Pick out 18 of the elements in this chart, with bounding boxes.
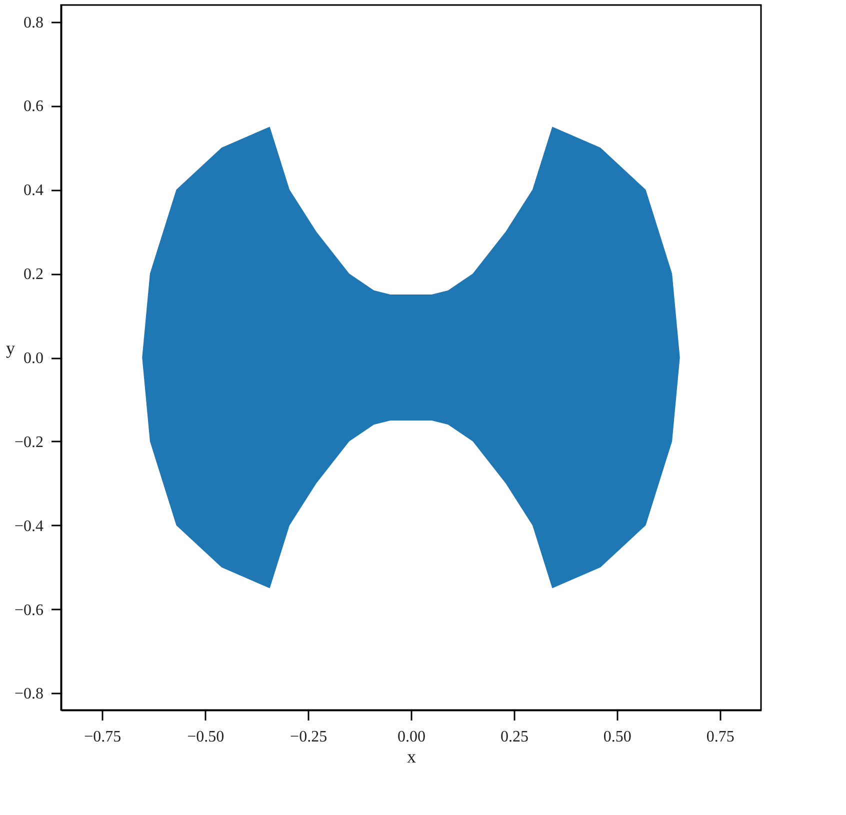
x-tick-label: −0.50 [187, 728, 224, 746]
y-tick-label: −0.2 [14, 434, 44, 451]
x-tick-label: −0.75 [84, 728, 122, 746]
x-tick-label: 0.50 [603, 728, 632, 746]
y-tick-label: 0.6 [24, 98, 44, 116]
y-tick-label: 0.8 [24, 14, 44, 32]
y-tick-label: −0.4 [14, 518, 44, 535]
x-tick-label: −0.25 [290, 728, 328, 746]
y-tick-label: −0.6 [14, 602, 44, 619]
x-tick-label: 0.00 [398, 728, 426, 746]
y-tick-label: 0.0 [24, 350, 44, 367]
y-tick-label: 0.4 [24, 182, 44, 200]
y-axis-title: y [6, 338, 15, 358]
x-axis-title: x [407, 746, 416, 766]
x-tick-label: 0.25 [500, 728, 528, 746]
y-tick-label: 0.2 [24, 266, 44, 284]
y-tick-label: −0.8 [14, 686, 44, 703]
x-tick-label: 0.75 [706, 728, 734, 746]
